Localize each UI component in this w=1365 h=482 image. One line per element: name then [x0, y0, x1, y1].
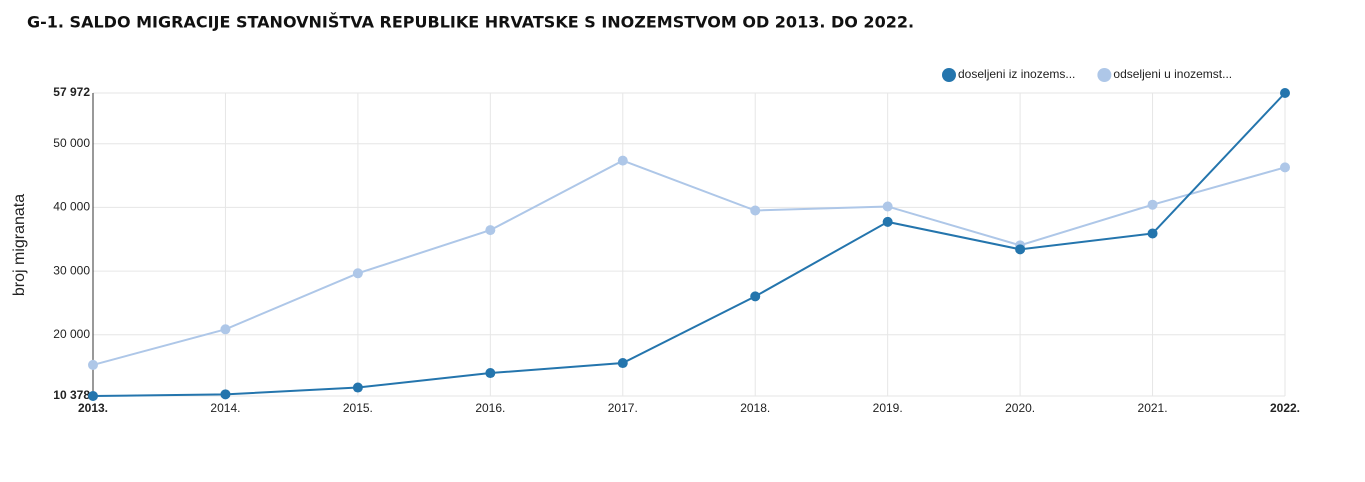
data-point [750, 205, 761, 216]
x-tick-label: 2015. [343, 401, 373, 415]
legend-label: odseljeni u inozemst... [1113, 67, 1232, 81]
y-tick-label: 40 000 [53, 200, 90, 214]
y-tick-label: 10 378 [53, 388, 90, 402]
data-point [88, 391, 98, 401]
x-tick-label: 2021. [1138, 401, 1168, 415]
data-point [88, 359, 98, 370]
x-tick-label: 2020. [1005, 401, 1035, 415]
y-axis-title: broj migranata [11, 194, 28, 296]
data-point [882, 201, 893, 212]
y-tick-label: 57 972 [53, 85, 90, 99]
legend-marker [1097, 68, 1112, 82]
x-tick-label: 2013. [78, 401, 108, 415]
series-line [92, 159, 1286, 366]
data-point [220, 389, 231, 400]
legend-marker [942, 68, 956, 82]
data-point [485, 225, 496, 236]
data-point [1147, 199, 1158, 210]
data-point [485, 368, 496, 379]
x-tick-label: 2022. [1270, 401, 1300, 415]
data-point [1147, 228, 1158, 239]
x-tick-label: 2017. [608, 401, 638, 415]
series-line [92, 92, 1286, 397]
y-tick-label: 20 000 [53, 327, 90, 341]
y-tick-label: 50 000 [53, 136, 90, 150]
y-tick-label: 30 000 [53, 263, 90, 277]
data-point [1280, 88, 1290, 98]
x-tick-label: 2014. [210, 401, 240, 415]
x-tick-label: 2019. [873, 401, 903, 415]
data-point [1280, 162, 1290, 173]
data-point [882, 216, 893, 227]
data-point [220, 324, 231, 335]
x-tick-label: 2018. [740, 401, 770, 415]
data-point [352, 382, 363, 393]
data-point [617, 358, 628, 369]
legend-label: doseljeni iz inozems... [958, 67, 1075, 81]
data-point [617, 155, 628, 166]
data-point [1015, 244, 1026, 255]
x-tick-label: 2016. [475, 401, 505, 415]
data-point [750, 291, 761, 302]
chart-title: G-1. SALDO MIGRACIJE STANOVNIŠTVA REPUBL… [27, 13, 914, 32]
data-point [352, 268, 363, 279]
